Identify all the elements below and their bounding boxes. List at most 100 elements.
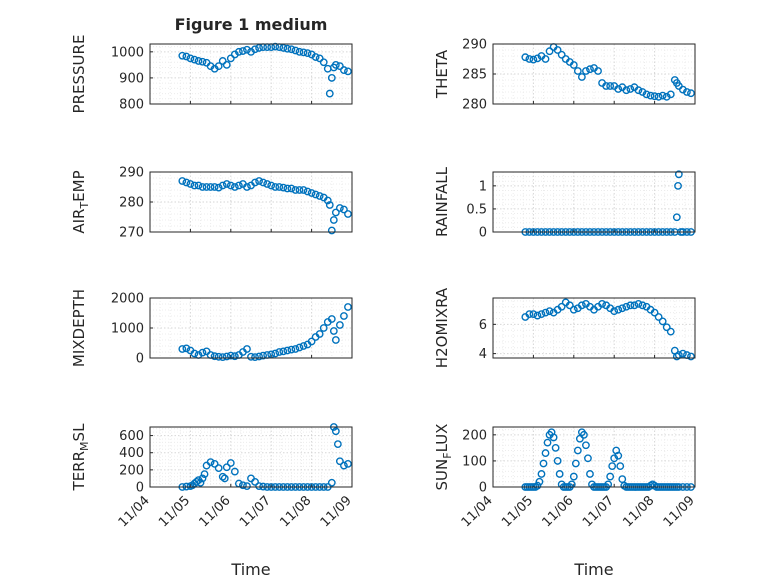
data-point <box>315 330 324 338</box>
data-point <box>303 187 312 196</box>
y-tick-label: 1000 <box>111 322 144 337</box>
subplot-8: 0 100 200 11/04 11/05 11/06 11/07 11/08 11/09 SUN… <box>433 424 698 531</box>
data-point <box>279 347 288 356</box>
data-point <box>291 46 300 55</box>
data-point <box>214 464 223 473</box>
data-point <box>604 480 613 489</box>
data-point <box>622 302 631 311</box>
y-tick-label: 0 <box>479 481 487 496</box>
data-point <box>672 213 681 222</box>
data-point <box>214 352 223 361</box>
data-point <box>533 311 542 320</box>
data-point <box>251 477 259 486</box>
data-point <box>678 85 687 94</box>
data-point <box>218 57 227 65</box>
data-point <box>541 308 550 317</box>
data-point <box>214 183 223 192</box>
subplot-2: 280 285 290 THETA <box>433 38 696 113</box>
x-axis-label-left: Time <box>230 560 270 579</box>
y-tick-label: 100 <box>462 454 487 469</box>
subplot-3: 270 280 290 AIRTEMP <box>70 166 353 241</box>
data-point <box>230 352 239 361</box>
data-point <box>344 210 352 218</box>
data-point <box>255 177 263 185</box>
data-point <box>594 67 602 75</box>
data-point <box>271 183 280 191</box>
data-point <box>267 181 276 190</box>
subplot-5: 0 1000 2000 MIXDEPTH <box>70 289 353 367</box>
data-point <box>580 430 588 439</box>
data-point <box>299 342 308 350</box>
data-point <box>327 74 336 82</box>
data-point <box>634 86 643 95</box>
data-point <box>329 216 338 224</box>
data-point <box>327 315 336 323</box>
data-point <box>335 457 344 466</box>
data-point <box>614 305 623 314</box>
data-point <box>178 51 187 60</box>
data-point <box>190 181 199 190</box>
data-point <box>577 73 586 81</box>
data-point <box>678 349 687 358</box>
data-point <box>598 299 606 308</box>
data-point <box>251 178 259 187</box>
data-point <box>287 345 296 354</box>
data-point <box>622 86 631 95</box>
data-point <box>291 345 300 353</box>
data-point <box>327 478 336 487</box>
data-point <box>210 352 219 361</box>
data-point <box>206 183 215 191</box>
data-point <box>220 474 229 483</box>
data-point <box>194 57 203 65</box>
data-point <box>638 301 647 310</box>
data-point <box>206 458 215 467</box>
x-tick-label: 11/07 <box>237 493 274 530</box>
data-point <box>340 205 348 214</box>
data-point <box>573 446 582 455</box>
data-point <box>315 54 324 63</box>
data-point <box>610 307 619 316</box>
data-point <box>271 349 280 358</box>
data-point <box>263 180 272 188</box>
data-point <box>537 470 546 478</box>
data-point <box>218 472 227 481</box>
data-point <box>311 53 320 61</box>
data-point <box>327 226 336 235</box>
data-point <box>299 48 308 57</box>
data-point <box>525 55 534 63</box>
data-point <box>666 90 675 99</box>
data-point <box>642 90 651 99</box>
data-point <box>259 178 268 187</box>
y-tick-label: 1000 <box>111 45 144 60</box>
x-tick-label: 11/04 <box>116 493 153 530</box>
data-point <box>275 348 284 356</box>
x-tick-label: 11/08 <box>620 493 657 530</box>
data-point <box>654 313 663 321</box>
data-point <box>255 352 263 361</box>
x-tick-label: 11/09 <box>318 493 355 530</box>
data-point <box>218 353 227 361</box>
data-point <box>541 55 550 63</box>
data-point <box>654 92 663 101</box>
subplot-1: 800 900 1000 PRESSURE <box>70 35 353 113</box>
data-point <box>333 440 342 449</box>
axes-frame <box>149 426 353 488</box>
data-point <box>230 183 239 191</box>
data-point <box>319 324 328 332</box>
data-point <box>295 343 304 352</box>
data-point <box>529 55 538 64</box>
data-point <box>571 459 580 468</box>
data-point <box>555 470 564 478</box>
data-point <box>331 60 340 69</box>
y-axis-label: THETA <box>433 49 451 99</box>
data-point <box>565 301 574 310</box>
data-point <box>674 181 682 190</box>
axes-frame <box>492 297 696 359</box>
data-point <box>535 477 544 486</box>
data-point <box>303 49 312 58</box>
data-point <box>344 67 352 76</box>
data-point <box>662 323 671 332</box>
data-point <box>586 65 594 74</box>
y-tick-label: 800 <box>119 98 144 113</box>
y-axis-label: SUNFLUX <box>433 424 454 491</box>
